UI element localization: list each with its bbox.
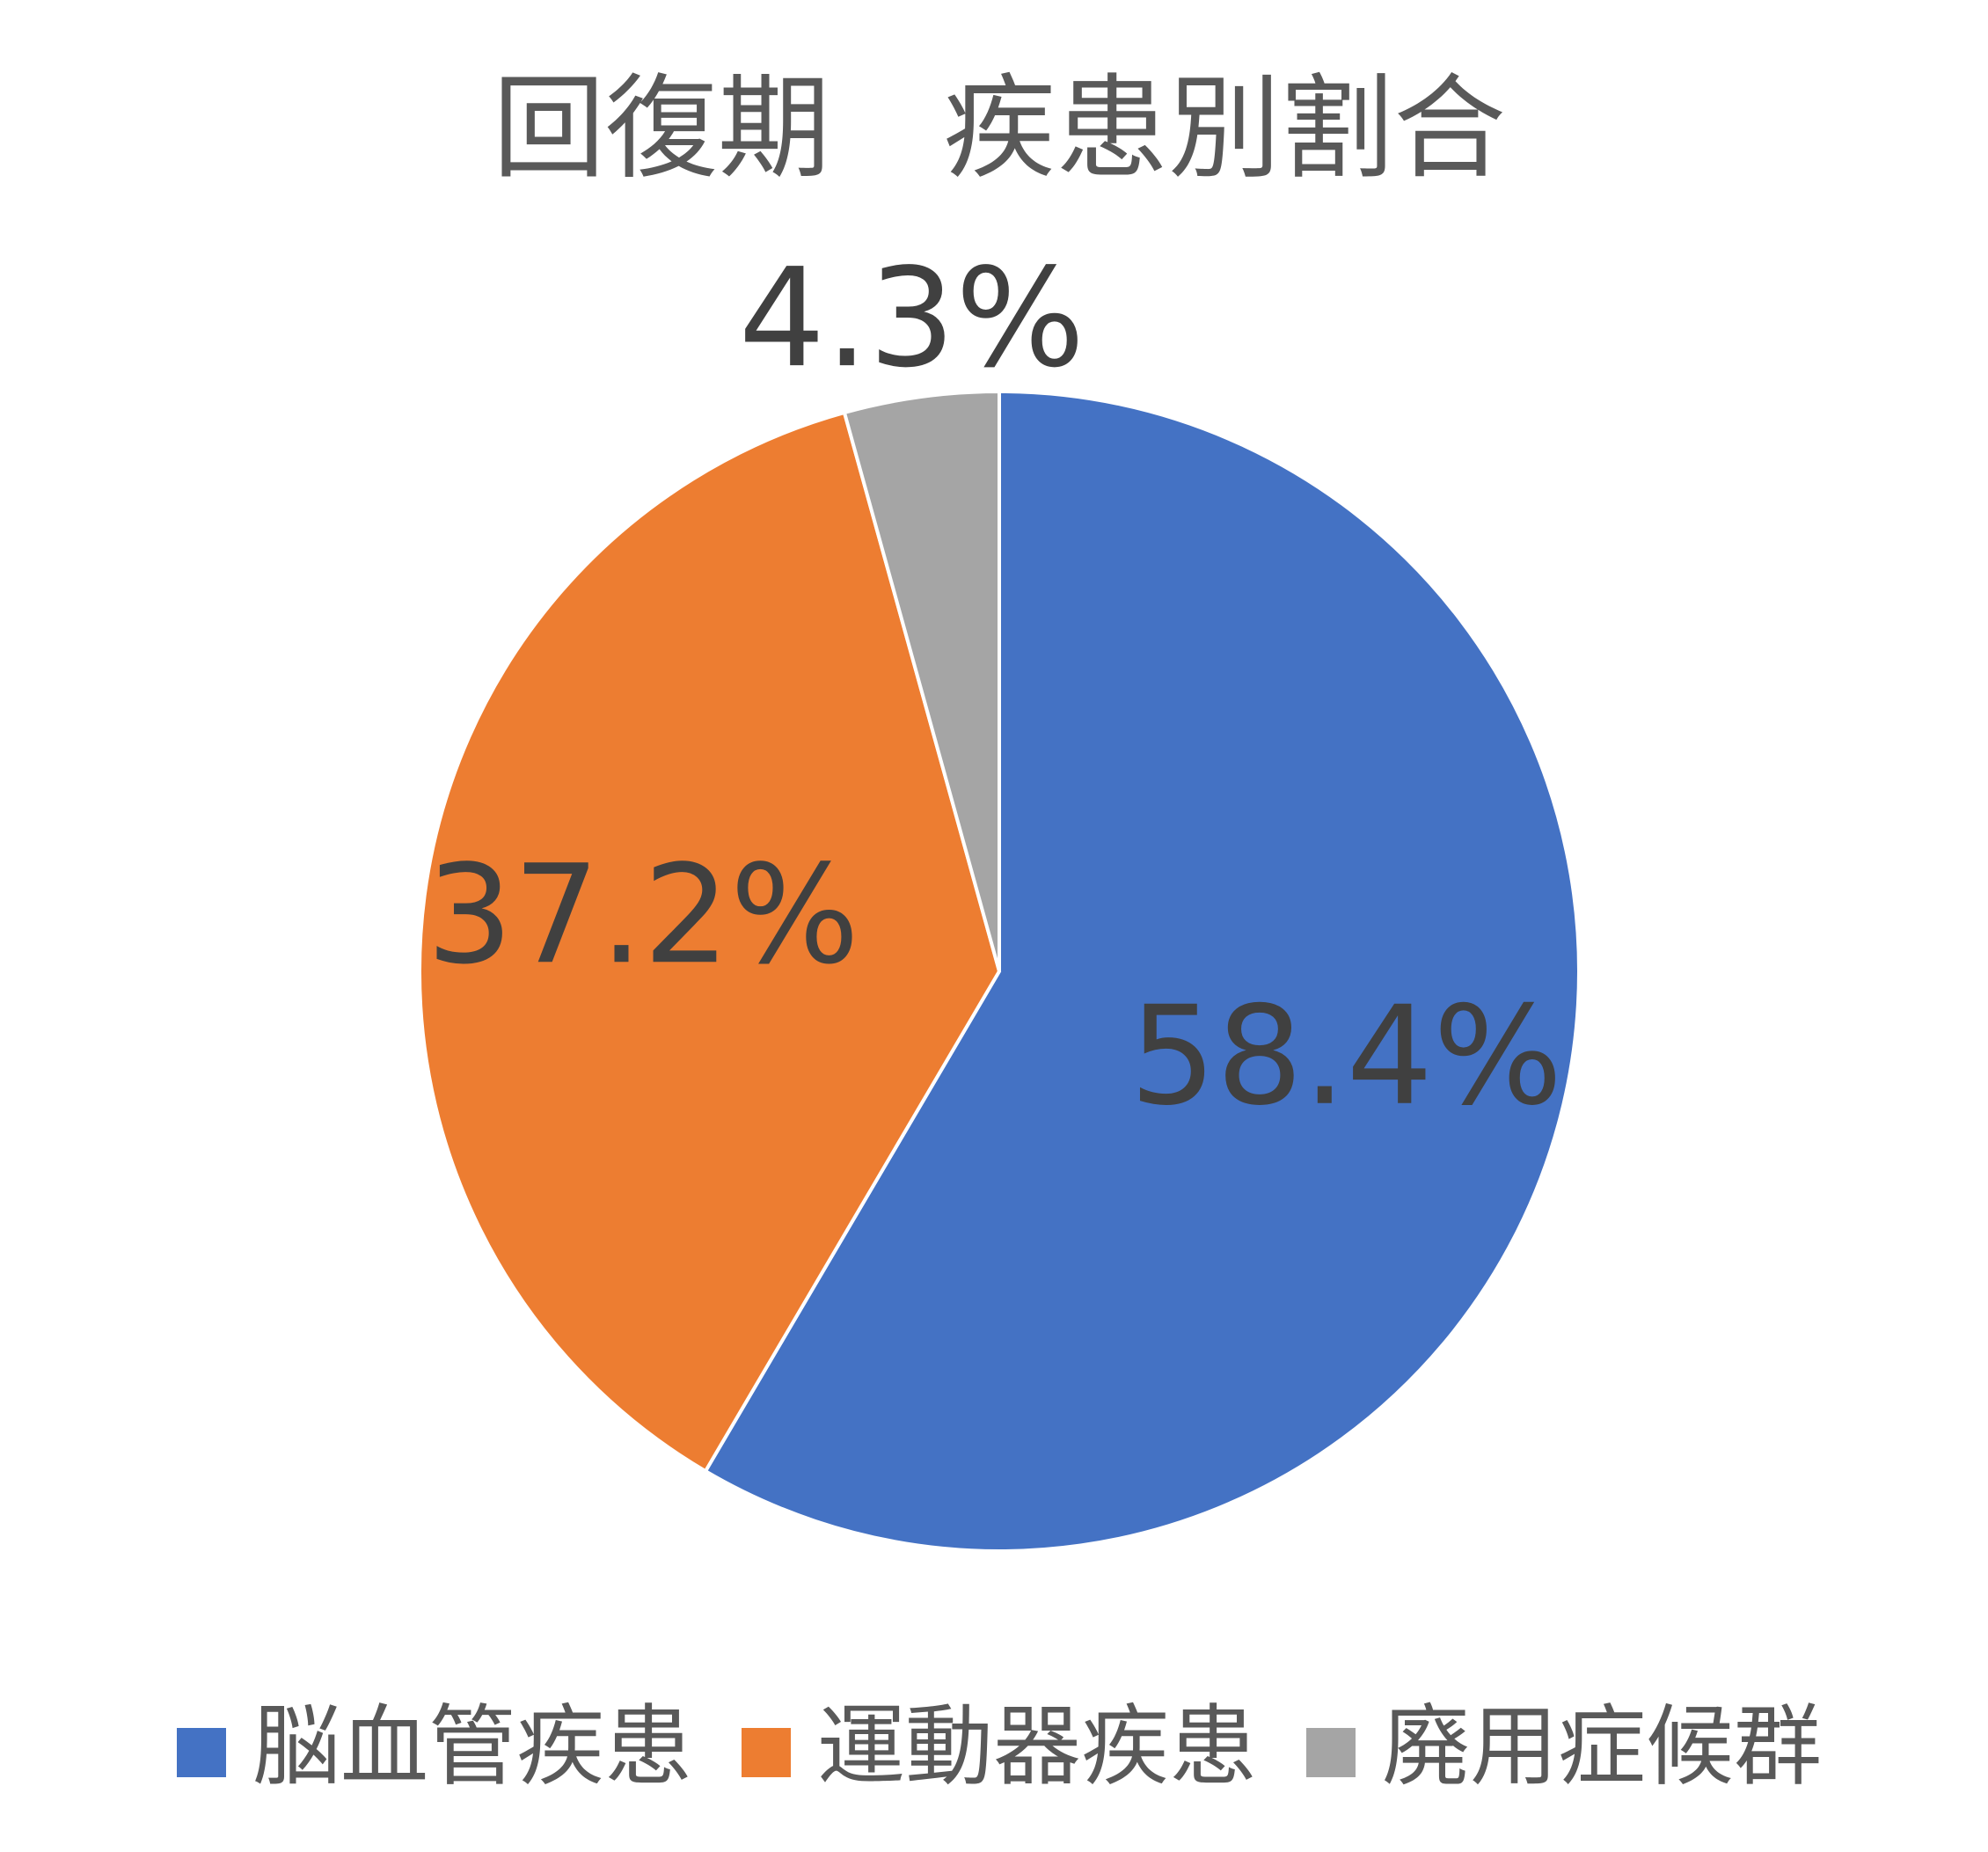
legend-label: 脳血管疾患 bbox=[252, 1695, 692, 1797]
legend-swatch bbox=[177, 1728, 226, 1777]
legend-label: 運動器疾患 bbox=[817, 1695, 1257, 1797]
data-label: 58.4% bbox=[1129, 977, 1562, 1136]
legend-swatch bbox=[1306, 1728, 1356, 1777]
pie-slice bbox=[842, 389, 1001, 972]
legend-swatch bbox=[742, 1728, 791, 1777]
legend-label: 廃用症候群 bbox=[1382, 1695, 1822, 1797]
pie-slice bbox=[703, 389, 1581, 1553]
chart-title: 回復期 疾患別割合 bbox=[493, 63, 1506, 194]
data-label: 37.2% bbox=[427, 835, 859, 994]
data-label: 4.3% bbox=[739, 238, 1085, 398]
pie-slice bbox=[418, 410, 1002, 1474]
